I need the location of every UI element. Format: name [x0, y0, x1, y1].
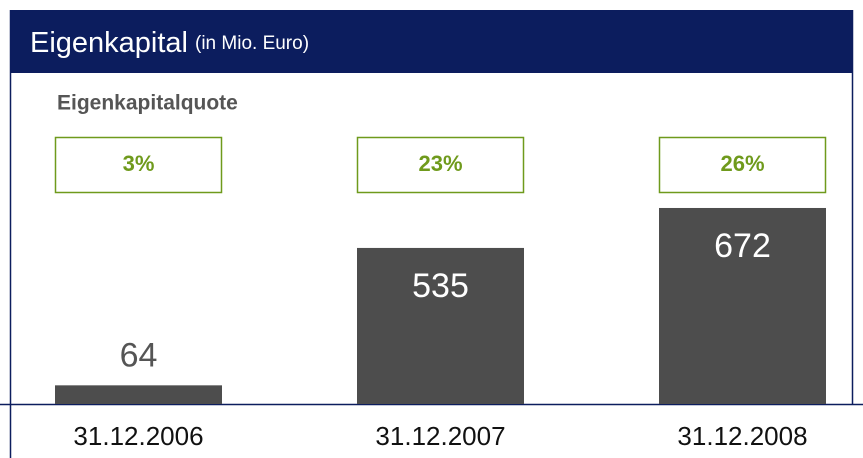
value-label: 535	[412, 267, 469, 305]
ratio-label: 23%	[418, 151, 462, 176]
ratio-box	[658, 136, 827, 194]
value-label: 672	[714, 227, 771, 265]
ratio-box	[356, 136, 525, 194]
x-tick-label: 31.12.2006	[73, 421, 203, 451]
bar	[659, 207, 826, 404]
chart-title: Eigenkapital	[30, 27, 188, 59]
ratio-title: Eigenkapitalquote	[57, 92, 238, 115]
bar	[357, 247, 524, 404]
bar	[55, 385, 222, 404]
chart-title-group: Eigenkapital (in Mio. Euro)	[30, 27, 309, 59]
ratio-label: 3%	[123, 151, 155, 176]
value-label: 64	[120, 336, 158, 374]
x-tick-label: 31.12.2008	[677, 421, 807, 451]
header-bar	[10, 10, 853, 73]
chart-subtitle: (in Mio. Euro)	[195, 33, 309, 54]
x-tick-label: 31.12.2007	[375, 421, 505, 451]
ratio-label: 26%	[720, 151, 764, 176]
ratio-box	[54, 136, 223, 194]
